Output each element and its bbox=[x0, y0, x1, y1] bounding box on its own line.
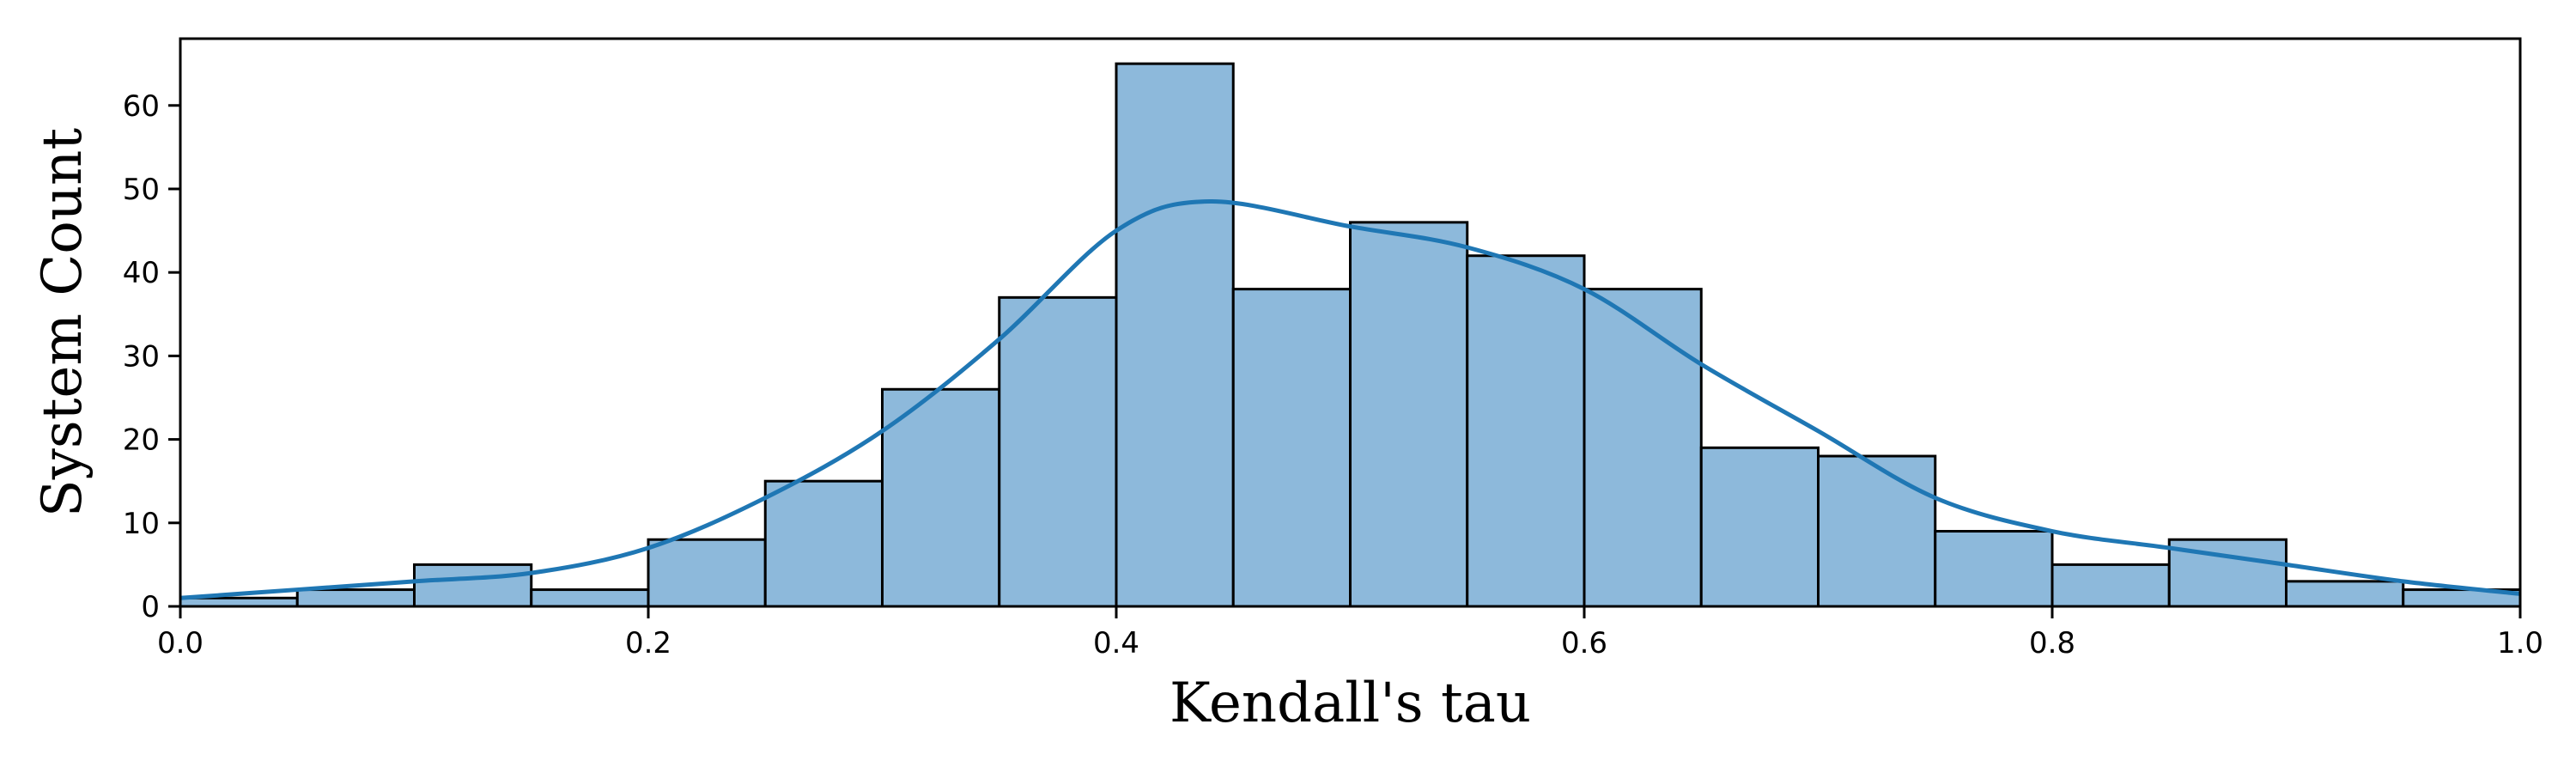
x-tick-label-1: 0.2 bbox=[625, 626, 671, 660]
histogram-bar-16 bbox=[2050, 563, 2171, 608]
histogram-bar-7 bbox=[998, 295, 1118, 608]
histogram-bar-5 bbox=[763, 479, 884, 608]
histogram-bar-11 bbox=[1466, 254, 1586, 608]
y-tick-label-5: 50 bbox=[123, 173, 160, 207]
y-tick-label-2: 20 bbox=[123, 423, 160, 458]
histogram-bar-13 bbox=[1699, 446, 1820, 608]
y-tick-label-0: 0 bbox=[141, 590, 160, 624]
x-tick-label-0: 0.0 bbox=[157, 626, 204, 660]
y-tick-label-3: 30 bbox=[123, 339, 160, 374]
x-axis-title: Kendall's tau bbox=[1170, 672, 1531, 735]
x-axis: 0.0 0.2 0.4 0.6 0.8 1.0 bbox=[157, 606, 2543, 660]
histogram-bar-6 bbox=[881, 387, 1001, 608]
histogram-bar-9 bbox=[1231, 288, 1352, 608]
x-tick-label-3: 0.6 bbox=[1561, 626, 1607, 660]
kde-line bbox=[179, 199, 2521, 600]
histogram-bar-1 bbox=[295, 588, 416, 608]
y-axis-title: System Count bbox=[31, 128, 94, 517]
kde-layer bbox=[179, 199, 2521, 600]
histogram-bar-18 bbox=[2285, 580, 2405, 608]
bars-layer bbox=[179, 62, 2522, 608]
histogram-bar-12 bbox=[1583, 288, 1703, 608]
plot-frame bbox=[179, 37, 2522, 608]
histogram-bar-8 bbox=[1115, 62, 1235, 608]
histogram-bar-10 bbox=[1349, 221, 1469, 608]
histogram-bar-3 bbox=[530, 588, 650, 608]
histogram-bar-4 bbox=[647, 538, 767, 608]
y-axis: 0 10 20 30 40 50 60 bbox=[123, 89, 180, 624]
x-tick-label-5: 1.0 bbox=[2497, 626, 2543, 660]
histogram-bar-2 bbox=[413, 563, 533, 608]
y-tick-label-1: 10 bbox=[123, 507, 160, 541]
histogram-bar-14 bbox=[1817, 454, 1937, 608]
histogram-bar-15 bbox=[1934, 530, 2054, 608]
x-tick-label-2: 0.4 bbox=[1093, 626, 1139, 660]
y-tick-label-4: 40 bbox=[123, 256, 160, 290]
x-tick-label-4: 0.8 bbox=[2029, 626, 2075, 660]
y-tick-label-6: 60 bbox=[123, 89, 160, 124]
